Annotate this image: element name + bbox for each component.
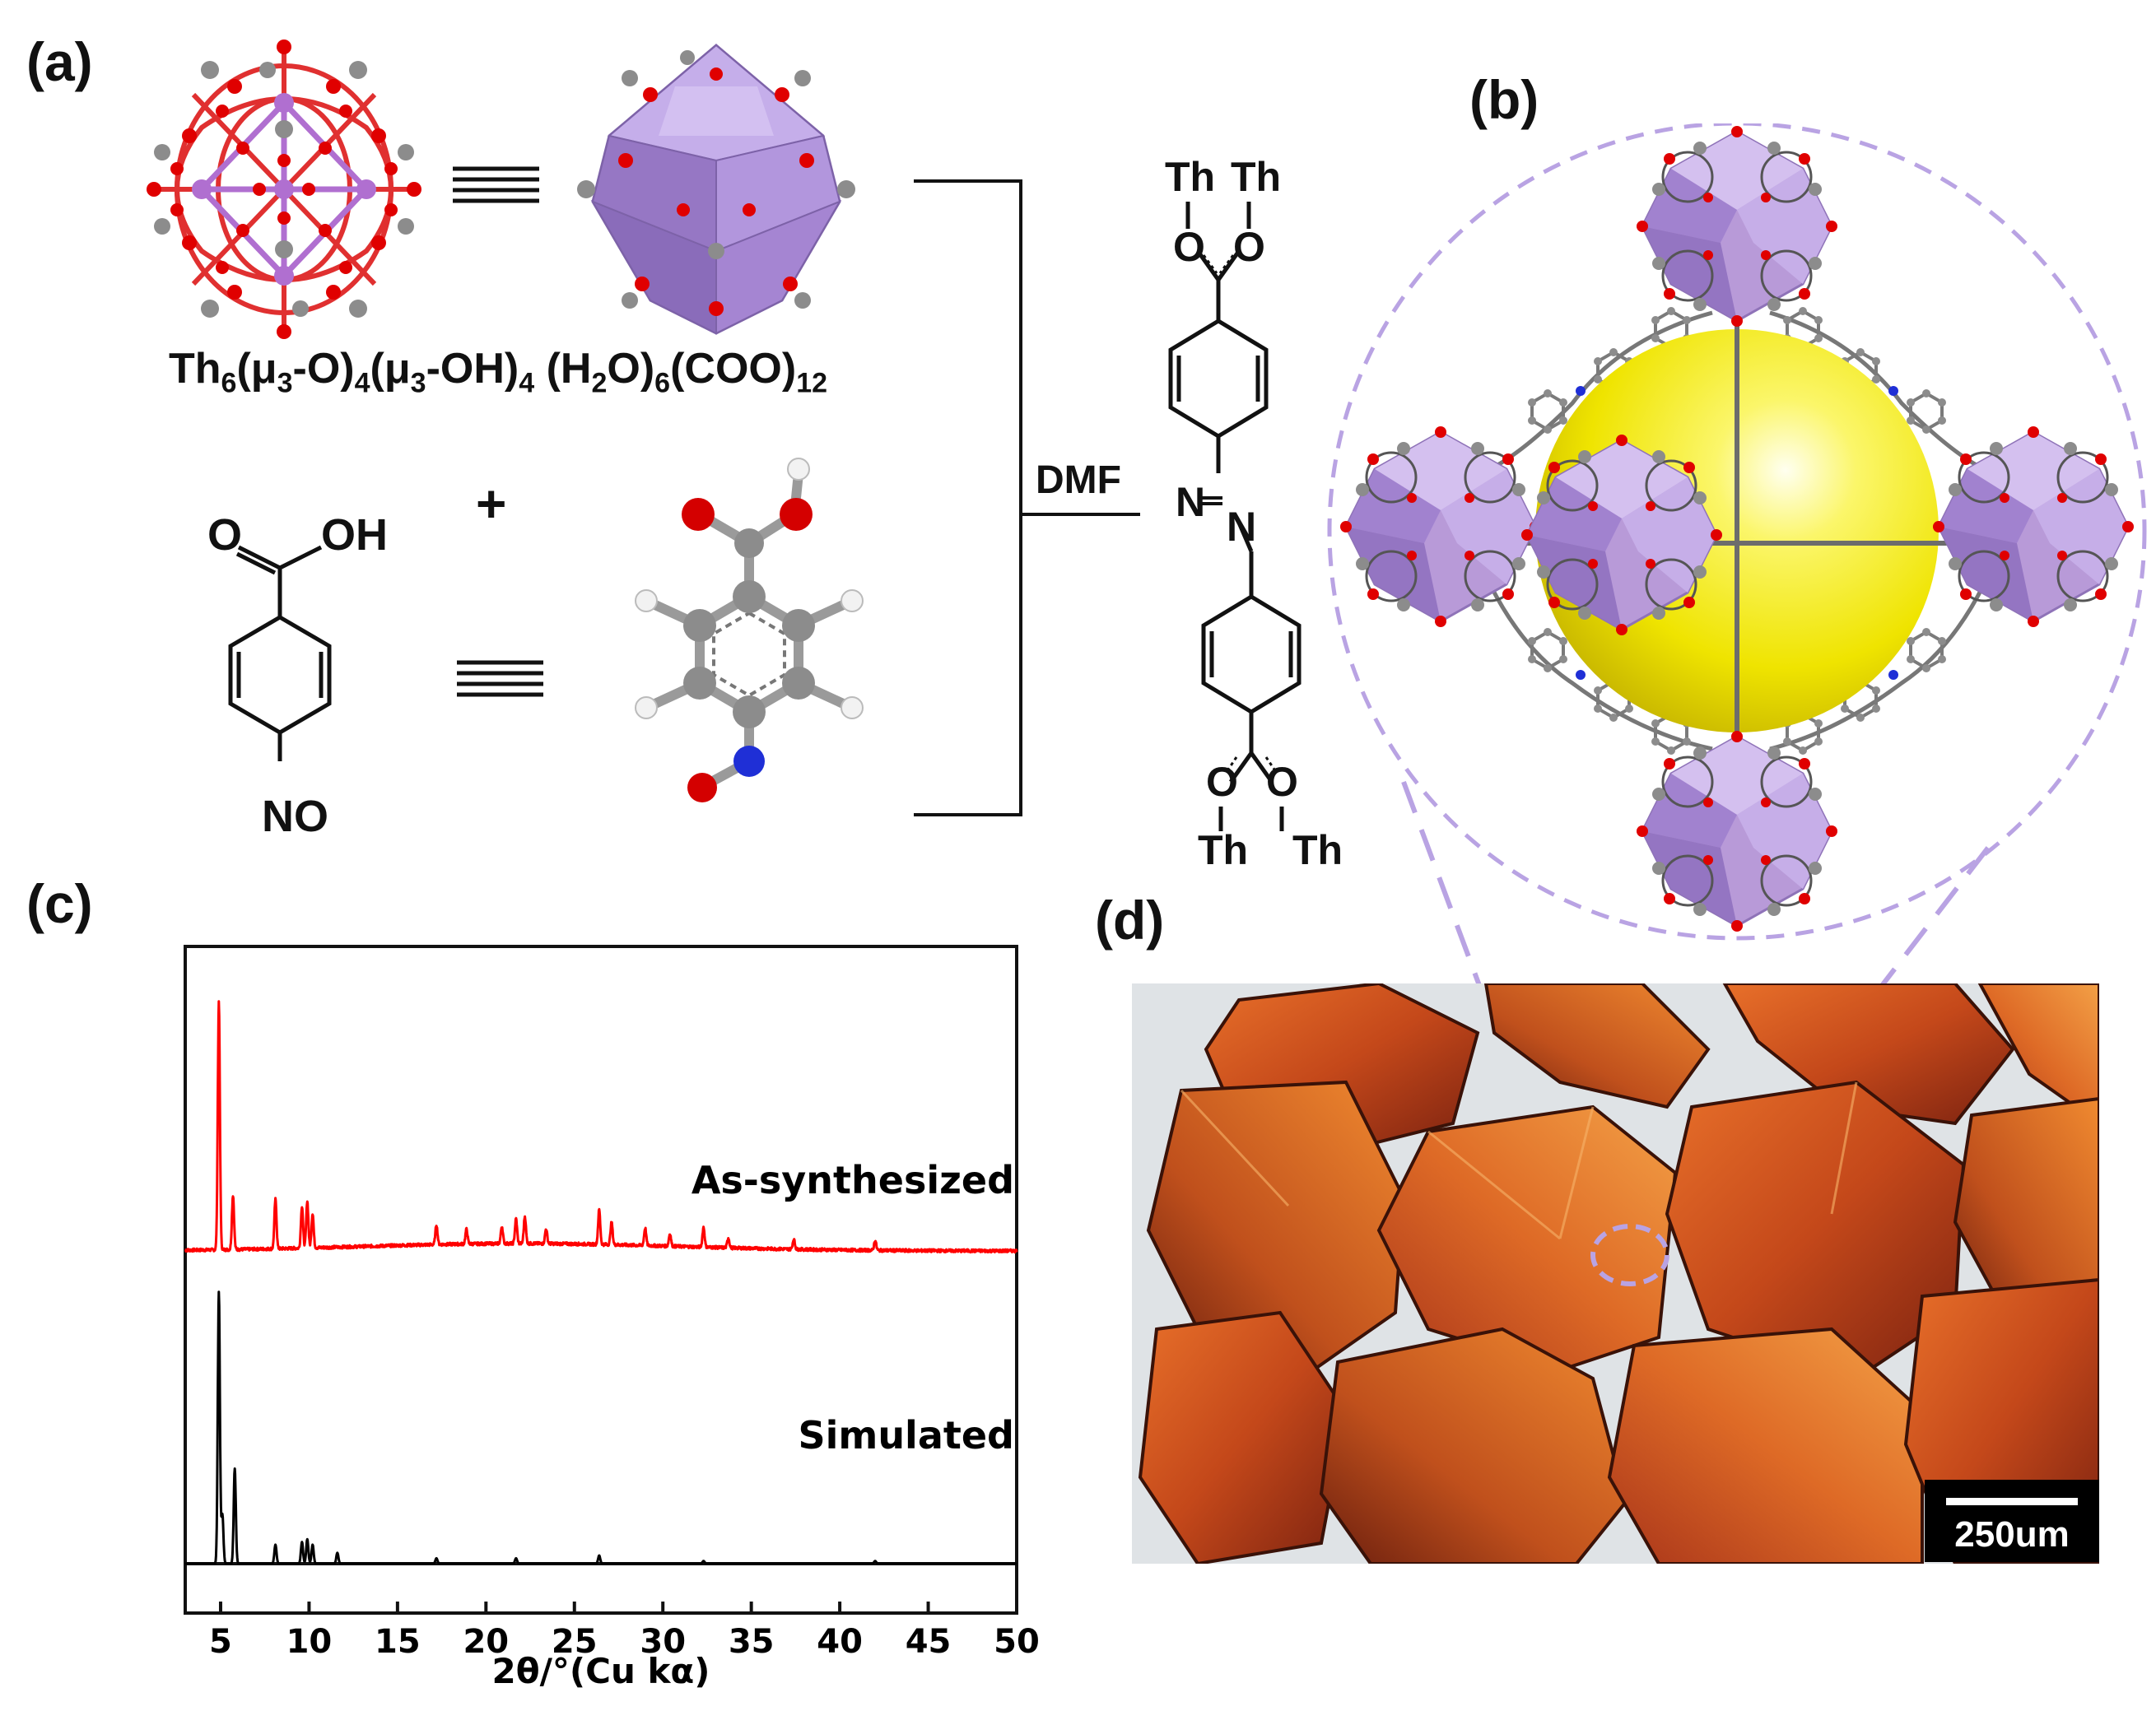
x-axis-label: 2θ/°(Cu kα) [492,1651,710,1691]
crystal-micrograph-icon [1132,983,2099,1564]
plus-sign: + [476,474,507,533]
series-line-simulated [184,1290,1018,1565]
panel-label-d: (d) [1095,890,1165,951]
cluster-formula: Th6(μ3-O)4(μ3-OH)4 (H2O)6(COO)12 [169,345,828,399]
panel-label-c: (c) [26,873,93,934]
panel-label-b: (b) [1469,69,1539,130]
scale-bar-box: 250um [1925,1480,2099,1562]
solvent-label: DMF [1036,458,1121,502]
x-tick-label: 10 [286,1623,333,1661]
mof-framework-icon [1327,123,2147,941]
product-th-top-right: Th [1231,154,1282,200]
scale-bar [1946,1498,2078,1505]
nitrosobenzoic-acid-ball-and-stick-icon [635,458,864,802]
product-o-top-right: O [1233,224,1265,270]
xrd-x-ticks: 5 10 15 20 25 30 35 40 45 50 [209,1602,1040,1661]
product-n-lower: N [1227,504,1257,550]
ligand-carboxyl-oh: OH [321,510,388,560]
equivalence-sign-icon-2 [457,660,543,697]
x-tick-label: 50 [994,1623,1040,1661]
x-tick-label: 25 [552,1623,598,1661]
equivalence-sign-icon [453,166,539,203]
product-th-top-left: Th [1165,154,1216,200]
th6-cluster-polyhedron-icon [577,44,855,335]
series-line-as-synthesized [184,1000,1018,1254]
legend-simulated: Simulated [798,1413,1014,1458]
product-o-top-left: O [1173,224,1205,270]
xrd-chart: 5 10 15 20 25 30 35 40 45 50 As-synthesized Simul… [184,945,1040,1691]
product-th-bottom-left: Th [1198,827,1249,873]
ligand-carboxyl-o: O [207,510,243,560]
x-tick-label: 5 [209,1623,232,1661]
product-o-bottom-right: O [1266,759,1298,805]
product-o-bottom-left: O [1206,759,1238,805]
xrd-series [184,1000,1018,1565]
x-tick-label: 20 [463,1623,509,1661]
x-tick-label: 30 [640,1623,686,1661]
legend-as-synthesized: As-synthesized [692,1158,1014,1202]
reaction-bracket [914,179,1029,816]
azo-dicarboxylate-structure [1168,202,1302,831]
product-n-upper: N [1176,479,1206,525]
xrd-plot-frame [184,945,1018,1615]
panel-label-a: (a) [26,31,93,92]
nitrosobenzoic-acid-skeletal-structure [228,545,332,761]
x-tick-label: 45 [906,1623,952,1661]
product-th-bottom-right: Th [1292,827,1343,873]
zoom-region-marker [1590,1224,1669,1286]
ligand-nitroso: NO [262,792,328,841]
x-tick-label: 40 [817,1623,863,1661]
reaction-arrow-line [1021,513,1140,516]
x-tick-label: 15 [375,1623,421,1661]
x-tick-label: 35 [729,1623,775,1661]
th6-cluster-ball-and-stick-icon [147,40,421,339]
scale-bar-label: 250um [1954,1514,2070,1555]
